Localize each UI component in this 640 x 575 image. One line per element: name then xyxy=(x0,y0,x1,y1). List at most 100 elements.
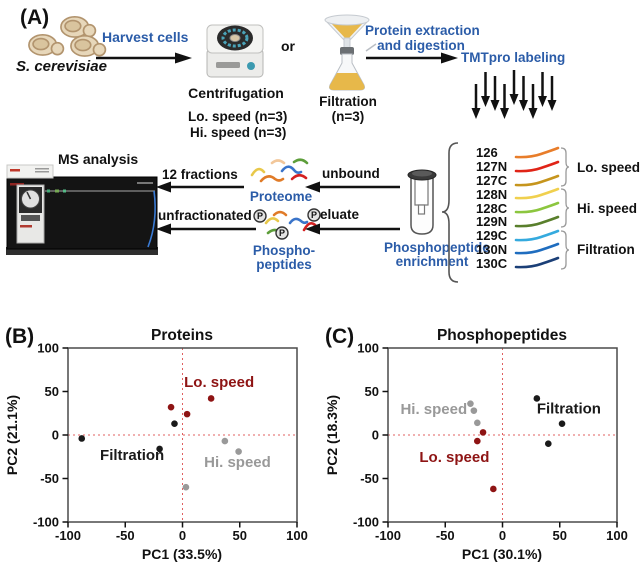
filtration-label: Filtration xyxy=(319,94,377,109)
x-tick-label: 0 xyxy=(499,528,506,543)
tmt-channel-row: 130N xyxy=(476,241,560,257)
arrow-right-icon xyxy=(96,52,192,64)
y-tick-label: 100 xyxy=(357,341,379,356)
phospho-label-line2: peptides xyxy=(256,257,312,272)
pca-panel-phosphopeptides: -100 -50 0 50 100 -100 -50 0 50 100 Phosphopeptide… xyxy=(320,312,640,570)
svg-text:P: P xyxy=(311,210,317,220)
data-point-lo-speed xyxy=(479,429,487,436)
enrichment-label-line2: enrichment xyxy=(395,254,469,269)
y-tick-label: 0 xyxy=(52,428,59,443)
data-point-hi-speed xyxy=(470,407,478,414)
tmt-channel-list: 126 127N 127C 128N 128C 129N 129C 130N 130C xyxy=(476,145,560,271)
centrifuge-icon xyxy=(206,24,264,78)
arrow-left-icon xyxy=(305,223,400,235)
y-tick-label: -100 xyxy=(353,515,379,530)
peptide-signal-curve-icon xyxy=(514,256,560,269)
tmt-channel-label: 129N xyxy=(476,214,508,230)
x-tick-label: 50 xyxy=(553,528,567,543)
tmt-channel-row: 128N xyxy=(476,186,560,202)
unfractionated-label: unfractionated xyxy=(158,208,252,223)
tmt-labeling-arrows-icon xyxy=(471,70,557,119)
data-point-lo-speed xyxy=(207,395,215,402)
data-point-filtration xyxy=(558,420,566,427)
x-axis-label: PC1 (30.1%) xyxy=(462,546,542,562)
filtration-funnel-flask-icon xyxy=(324,14,377,91)
data-point-hi-speed xyxy=(182,483,190,491)
series-label-lo-speed: Lo. speed xyxy=(184,374,254,391)
x-tick-label: 100 xyxy=(606,528,628,543)
series-label-filtration: Filtration xyxy=(100,447,164,464)
tmt-channel-label: 129C xyxy=(476,228,508,244)
group-bracket-icon xyxy=(560,147,570,187)
tmt-channel-row: 128C xyxy=(476,201,560,216)
data-point-filtration xyxy=(545,440,552,447)
x-tick-label: 50 xyxy=(233,528,247,543)
y-axis-label: PC2 (21.1%) xyxy=(4,395,20,475)
svg-text:P: P xyxy=(257,211,263,221)
centrifugation-label: Centrifugation xyxy=(188,85,284,101)
x-axis-label: PC1 (33.5%) xyxy=(142,546,222,562)
y-axis-label: PC2 (18.3%) xyxy=(324,395,340,475)
channel-group-label-hi-speed: Hi. speed xyxy=(577,200,638,216)
data-point-lo-speed xyxy=(183,410,191,418)
peptide-signal-curve-icon xyxy=(514,146,560,159)
data-point-hi-speed xyxy=(467,400,474,407)
panel-letter: (B) xyxy=(5,325,34,348)
series-label-lo-speed: Lo. speed xyxy=(419,449,489,466)
peptide-signal-curve-icon xyxy=(514,229,560,242)
channel-group-label-filtration: Filtration xyxy=(577,242,635,258)
mass-spectrometer-icon xyxy=(6,164,158,255)
y-tick-label: 0 xyxy=(372,428,379,443)
channels-brace-icon xyxy=(441,142,459,283)
pca-scatter-chart: -100 -50 0 50 100 -100 -50 0 50 100 Proteins PC1 (3… xyxy=(4,325,308,562)
svg-text:P: P xyxy=(279,228,285,238)
y-tick-label: 100 xyxy=(37,341,59,356)
x-tick-label: -100 xyxy=(375,528,401,543)
tmt-channel-label: 127N xyxy=(476,159,508,175)
series-label-hi-speed: Hi. speed xyxy=(204,454,271,471)
y-tick-label: 50 xyxy=(365,384,379,399)
lo-speed-n-label: Lo. speed (n=3) xyxy=(188,109,288,124)
channel-group-label-lo-speed: Lo. speed xyxy=(577,159,640,175)
data-point-lo-speed xyxy=(490,485,497,493)
peptide-signal-curve-icon xyxy=(514,243,560,255)
arrow-left-icon xyxy=(156,223,256,235)
digestion-label: and digestion xyxy=(377,38,465,53)
enrichment-label-line1: Phosphopeptide xyxy=(384,240,490,255)
phospho-label-line1: Phospho- xyxy=(252,243,316,258)
data-point-filtration xyxy=(171,420,178,427)
harvest-cells-label: Harvest cells xyxy=(102,29,189,45)
x-tick-label: -100 xyxy=(55,528,81,543)
proteome-peptides-icon xyxy=(250,158,309,183)
tmt-channel-label: 127C xyxy=(476,173,508,188)
tmt-channel-label: 128N xyxy=(476,186,508,202)
pca-scatter-chart: -100 -50 0 50 100 -100 -50 0 50 100 Phosphopeptide… xyxy=(324,325,628,562)
tmt-channel-label: 130N xyxy=(476,241,508,257)
data-point-filtration xyxy=(533,395,541,402)
series-label-filtration: Filtration xyxy=(537,400,601,417)
peptide-signal-curve-icon xyxy=(514,160,560,173)
protein-extraction-label: Protein extraction xyxy=(365,23,480,38)
filtration-n-label: (n=3) xyxy=(331,109,365,124)
x-tick-label: -50 xyxy=(116,528,135,543)
data-point-hi-speed xyxy=(235,448,242,455)
tmt-channel-row: 126 xyxy=(476,145,560,160)
enrichment-tube-icon xyxy=(407,169,437,235)
ms-analysis-label: MS analysis xyxy=(58,151,139,167)
yeast-cells-icon xyxy=(28,16,107,57)
phosphopeptides-icon: P P P xyxy=(253,208,321,240)
chart-title: Proteins xyxy=(151,327,213,344)
series-label-hi-speed: Hi. speed xyxy=(400,401,467,418)
tmt-channel-row: 127C xyxy=(476,173,560,188)
panel-letter: (C) xyxy=(325,325,354,348)
group-bracket-icon xyxy=(560,188,570,229)
y-tick-label: -100 xyxy=(33,515,59,530)
or-label: or xyxy=(281,38,295,54)
data-point-hi-speed xyxy=(221,437,229,445)
fractions-label: 12 fractions xyxy=(162,167,238,182)
proteome-label: Proteome xyxy=(249,189,313,204)
x-tick-label: -50 xyxy=(436,528,455,543)
data-point-filtration xyxy=(156,445,163,453)
peptide-signal-curve-icon xyxy=(514,187,560,200)
tmt-channel-row: 127N xyxy=(476,159,560,175)
